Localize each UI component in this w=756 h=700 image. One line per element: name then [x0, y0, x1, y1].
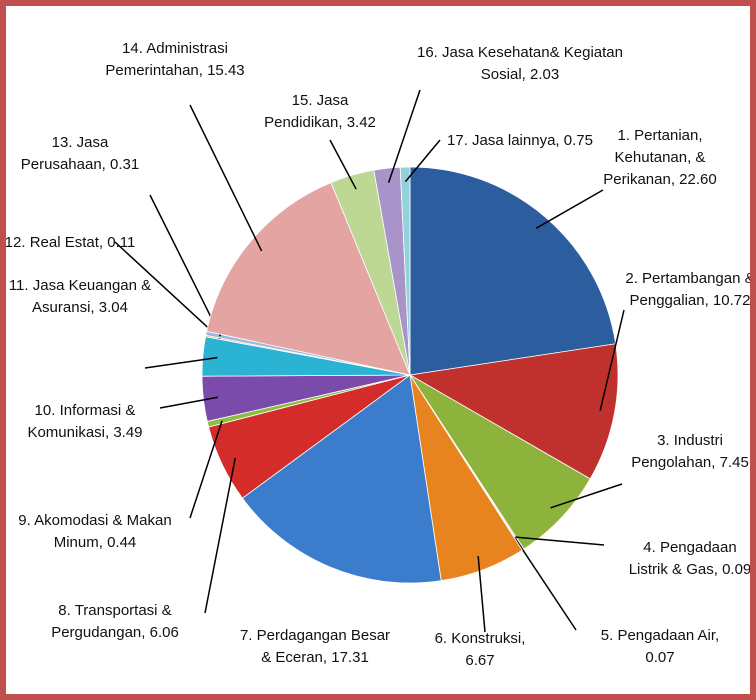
- value-label: 0.11: [107, 234, 136, 251]
- category-label: 4. Pengadaan Listrik & Gas,: [628, 539, 737, 578]
- pie-slice: [206, 182, 411, 376]
- leader-line: [329, 139, 357, 190]
- slice-label: 4. Pengadaan Listrik & Gas, 0.09: [625, 537, 752, 581]
- value-label: 3.04: [98, 299, 128, 316]
- pie-slice: [409, 374, 591, 550]
- leader-line: [189, 104, 263, 252]
- category-label: 10. Informasi & Komunikasi,: [27, 402, 136, 441]
- slice-label: 10. Informasi & Komunikasi, 3.49: [6, 400, 170, 444]
- value-label: 6.67: [465, 652, 495, 669]
- value-label: 2.03: [530, 66, 560, 83]
- category-label: 6. Konstruksi,: [434, 630, 526, 647]
- value-label: 10.72: [712, 292, 751, 309]
- leader-line: [550, 483, 623, 509]
- value-label: 7.45: [719, 454, 749, 471]
- slice-label: 11. Jasa Keuangan & Asuransi, 3.04: [6, 275, 155, 319]
- value-label: 0.07: [645, 649, 675, 666]
- value-label: 17.31: [331, 649, 369, 666]
- value-label: 0.09: [722, 561, 752, 578]
- value-label: 15.43: [207, 62, 245, 79]
- leader-line: [159, 396, 218, 409]
- category-label: 3. Industri Pengolahan,: [631, 432, 723, 471]
- slice-label: 9. Akomodasi & Makan Minum, 0.44: [10, 510, 180, 554]
- slice-label: 8. Transportasi & Pergudangan, 6.06: [25, 600, 205, 644]
- value-label: 0.44: [107, 534, 137, 551]
- slice-label: 1. Pertanian, Kehutanan, & Perikanan, 22…: [585, 125, 735, 191]
- leader-line: [515, 536, 605, 546]
- value-label: 0.31: [110, 156, 140, 173]
- category-label: 9. Akomodasi & Makan Minum,: [18, 512, 172, 551]
- category-label: 1. Pertanian, Kehutanan, & Perikanan,: [603, 127, 706, 188]
- category-label: 15. Jasa Pendidikan,: [264, 92, 349, 131]
- slice-label: 13. Jasa Perusahaan, 0.31: [15, 132, 145, 176]
- slice-label: 12. Real Estat, 0.11: [4, 232, 140, 254]
- leader-line: [387, 89, 421, 183]
- leader-line: [149, 194, 222, 337]
- slice-label: 6. Konstruksi, 6.67: [420, 628, 540, 672]
- leader-line: [599, 309, 625, 411]
- category-label: 8. Transportasi & Pergudangan,: [51, 602, 172, 641]
- leader-line: [477, 555, 486, 633]
- slice-label: 17. Jasa lainnya, 0.75: [445, 130, 595, 152]
- leader-line: [514, 537, 577, 631]
- slice-label: 16. Jasa Kesehatan& Kegiatan Sosial, 2.0…: [405, 42, 635, 86]
- leader-line: [404, 139, 441, 183]
- value-label: 0.75: [563, 132, 593, 149]
- value-label: 22.60: [679, 171, 717, 188]
- category-label: 12. Real Estat,: [4, 234, 104, 251]
- leader-line: [144, 356, 218, 369]
- leader-line: [114, 241, 221, 340]
- slice-label: 5. Pengadaan Air, 0.07: [600, 625, 720, 669]
- leader-line: [189, 420, 223, 519]
- slice-label: 15. Jasa Pendidikan, 3.42: [255, 90, 385, 134]
- value-label: 3.49: [113, 424, 143, 441]
- slice-label: 2. Pertambangan & Penggalian, 10.72: [615, 268, 755, 312]
- slice-label: 14. Administrasi Pemerintahan, 15.43: [85, 38, 265, 82]
- pie-slice: [241, 374, 442, 584]
- slice-label: 3. Industri Pengolahan, 7.45: [625, 430, 750, 474]
- category-label: 17. Jasa lainnya,: [447, 132, 560, 149]
- pie-canvas: [114, 89, 625, 633]
- leader-line: [204, 457, 236, 614]
- pie-slice: [409, 166, 617, 376]
- category-label: 16. Jasa Kesehatan& Kegiatan Sosial,: [417, 44, 623, 83]
- leader-line: [535, 189, 604, 229]
- category-label: 13. Jasa Perusahaan,: [20, 134, 109, 173]
- pie-slice: [408, 343, 619, 480]
- slice-label: 7. Perdagangan Besar & Eceran, 17.31: [235, 625, 395, 669]
- category-label: 14. Administrasi Pemerintahan,: [105, 40, 228, 79]
- value-label: 6.06: [149, 624, 179, 641]
- category-label: 2. Pertambangan & Penggalian,: [625, 270, 755, 309]
- category-label: 5. Pengadaan Air,: [600, 627, 720, 644]
- category-label: 7. Perdagangan Besar & Eceran,: [239, 627, 391, 666]
- pie-slice: [399, 166, 411, 376]
- value-label: 3.42: [346, 114, 376, 131]
- category-label: 11. Jasa Keuangan & Asuransi,: [8, 277, 152, 316]
